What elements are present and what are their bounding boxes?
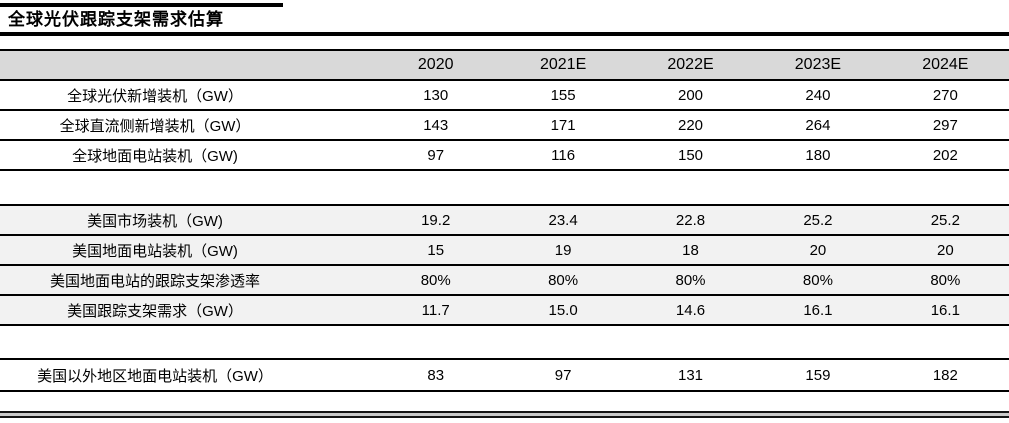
column-header: 2020 (417, 56, 454, 73)
cell-value: 11.7 (421, 301, 450, 319)
blank-spacer-row (0, 392, 1009, 411)
cell-value: 23.4 (548, 211, 578, 229)
cell-value: 200 (678, 86, 704, 104)
cell-value: 180 (805, 146, 831, 164)
cell-value: 19.2 (421, 211, 451, 229)
table-row: 美国市场装机（GW) 19.2 23.4 22.8 25.2 25.2 (0, 204, 1009, 236)
cell-value: 80% (930, 271, 961, 289)
row-label: 美国地面电站装机（GW) (72, 242, 238, 260)
cell-value: 15 (427, 241, 445, 259)
cell-value: 20 (936, 241, 954, 259)
cell-value: 202 (932, 146, 958, 164)
row-label: 全球直流侧新增装机（GW） (59, 117, 251, 135)
cell-value: 25.2 (803, 211, 833, 229)
column-header: 2022E (667, 56, 714, 73)
column-header: 2021E (539, 56, 587, 73)
cell-value: 155 (550, 86, 576, 104)
title-bottom-rule (0, 32, 1009, 36)
cell-value: 150 (678, 146, 704, 164)
cell-value: 14.6 (675, 301, 706, 319)
column-header: 2023E (794, 56, 842, 73)
table-row: 美国以外地区地面电站装机（GW） 83 97 131 159 182 (0, 358, 1009, 392)
title-top-rule (0, 3, 283, 7)
cell-value: 80% (548, 271, 579, 289)
row-label: 全球地面电站装机（GW) (72, 147, 238, 165)
cell-value: 220 (678, 116, 704, 134)
table-row: 美国地面电站的跟踪支架渗透率 80% 80% 80% 80% 80% (0, 266, 1009, 296)
row-label: 美国地面电站的跟踪支架渗透率 (49, 272, 260, 290)
cell-value: 20 (809, 241, 827, 259)
table-row: 美国地面电站装机（GW) 15 19 18 20 20 (0, 236, 1009, 266)
cell-value: 171 (550, 116, 576, 134)
cell-value: 18 (682, 241, 699, 259)
row-label: 美国跟踪支架需求（GW） (67, 302, 243, 320)
cell-value: 297 (932, 116, 958, 134)
cell-value: 131 (678, 366, 704, 384)
cell-value: 143 (423, 116, 449, 134)
page-title: 全球光伏跟踪支架需求估算 (8, 10, 224, 29)
cell-value: 159 (805, 366, 831, 384)
cell-value: 97 (427, 146, 445, 164)
table-row: 全球直流侧新增装机（GW） 143 171 220 264 297 (0, 111, 1009, 141)
row-label: 美国以外地区地面电站装机（GW） (37, 367, 273, 385)
table-row: 全球光伏新增装机（GW） 130 155 200 240 270 (0, 81, 1009, 111)
cell-value: 19 (554, 241, 572, 259)
cell-value: 80% (675, 271, 706, 289)
table-row: 美国跟踪支架需求（GW） 11.7 15.0 14.6 16.1 16.1 (0, 296, 1009, 326)
cell-value: 270 (932, 86, 958, 104)
cell-value: 83 (427, 366, 445, 384)
cell-value: 182 (932, 366, 958, 384)
cell-value: 97 (554, 366, 572, 384)
cell-value: 16.1 (930, 301, 960, 319)
cell-value: 15.0 (548, 301, 578, 319)
row-label: 美国市场装机（GW) (87, 212, 223, 230)
cell-value: 22.8 (675, 211, 706, 229)
cell-value: 116 (551, 146, 576, 164)
cell-value: 130 (423, 86, 449, 104)
cell-value: 16.1 (803, 301, 833, 319)
column-header: 2024E (922, 56, 969, 73)
table-header-row: 2020 2021E 2022E 2023E 2024E (0, 49, 1009, 81)
row-label: 全球光伏新增装机（GW） (67, 87, 243, 105)
cell-value: 264 (805, 116, 831, 134)
blank-spacer-row (0, 326, 1009, 358)
table-row: 全球地面电站装机（GW) 97 116 150 180 202 (0, 141, 1009, 171)
blank-spacer-row (0, 171, 1009, 204)
cell-value: 25.2 (930, 211, 960, 229)
table-end-rule (0, 411, 1009, 418)
cell-value: 80% (802, 271, 833, 289)
cell-value: 80% (420, 271, 451, 289)
cell-value: 240 (805, 86, 831, 104)
